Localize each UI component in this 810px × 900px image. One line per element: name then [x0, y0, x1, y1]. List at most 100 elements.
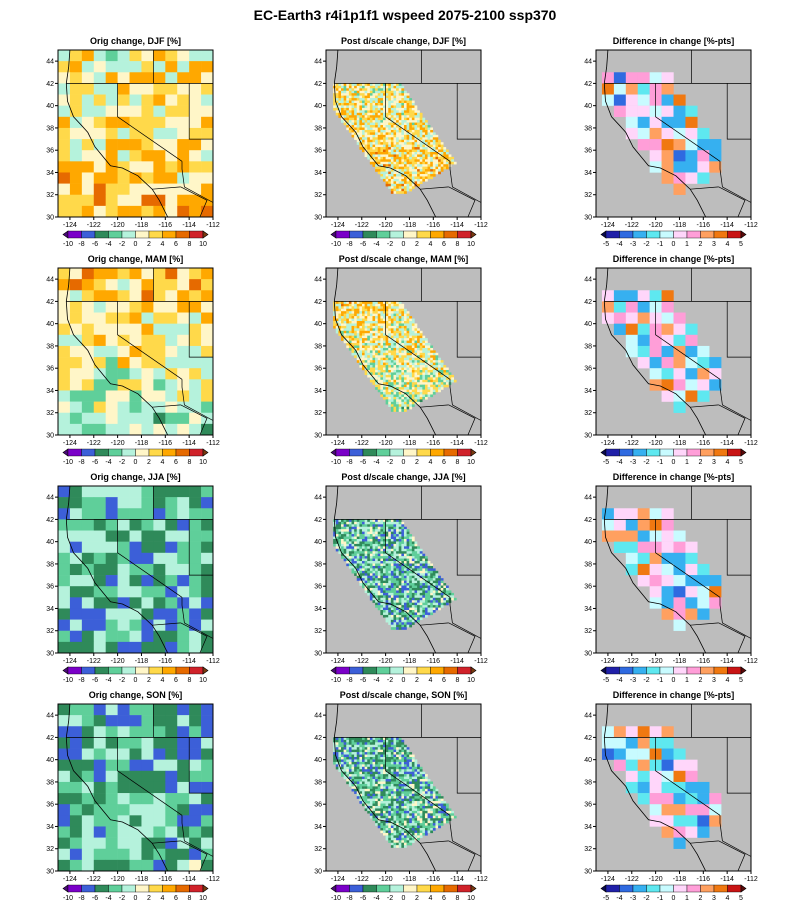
downscaled-cell: [414, 541, 418, 545]
downscaled-cell: [359, 531, 363, 535]
downscaled-cell: [348, 328, 352, 331]
downscaled-cell: [375, 95, 378, 99]
downscaled-cell: [385, 166, 389, 170]
downscaled-cell: [390, 360, 394, 363]
downscaled-cell: [390, 627, 394, 630]
downscaled-cell: [335, 546, 339, 549]
downscaled-cell: [424, 379, 428, 383]
downscaled-cell: [401, 524, 405, 527]
downscaled-cell: [409, 171, 413, 175]
downscaled-cell: [390, 88, 394, 91]
downscaled-cell: [403, 159, 407, 162]
downscaled-cell: [398, 369, 402, 373]
downscaled-cell: [367, 325, 371, 329]
downscaled-cell: [417, 112, 420, 116]
grid-cell: [129, 301, 142, 313]
downscaled-cell: [338, 541, 342, 545]
downscaled-cell: [375, 316, 378, 319]
downscaled-cell: [403, 605, 407, 608]
downscaled-cell: [411, 546, 415, 549]
colorbar-tick-label: -2: [119, 241, 125, 248]
downscaled-cell: [406, 151, 410, 155]
downscaled-cell: [403, 132, 407, 136]
downscaled-cell: [367, 578, 371, 581]
downscaled-cell: [348, 127, 352, 131]
downscaled-cell: [419, 374, 423, 378]
downscaled-cell: [396, 369, 399, 373]
downscaled-cell: [401, 367, 405, 371]
downscaled-cell: [388, 580, 392, 584]
downscaled-cell: [346, 308, 350, 312]
downscaled-cell: [380, 345, 384, 349]
downscaled-cell: [427, 127, 431, 131]
downscaled-cell: [346, 563, 350, 567]
downscaled-cell: [401, 183, 405, 187]
downscaled-cell: [398, 558, 402, 562]
downscaled-cell: [354, 303, 357, 307]
downscaled-cell: [432, 350, 436, 354]
difference-cell: [625, 94, 638, 106]
colorbar-under-triangle: [330, 230, 337, 239]
grid-cell: [69, 368, 83, 380]
downscaled-cell: [380, 355, 384, 358]
downscaled-cell: [364, 333, 368, 336]
colorbar-tick-label: 4: [161, 459, 165, 466]
downscaled-cell: [401, 156, 405, 160]
downscaled-cell: [346, 120, 350, 123]
downscaled-cell: [419, 372, 423, 376]
downscaled-cell: [430, 350, 434, 354]
downscaled-cell: [419, 181, 423, 185]
downscaled-cell: [406, 592, 410, 596]
downscaled-cell: [393, 174, 397, 177]
downscaled-cell: [367, 335, 371, 339]
grid-cell: [69, 508, 83, 520]
downscaled-cell: [393, 156, 397, 160]
downscaled-cell: [440, 147, 444, 150]
downscaled-cell: [364, 372, 368, 376]
downscaled-cell: [380, 538, 384, 542]
downscaled-cell: [406, 597, 410, 601]
downscaled-cell: [359, 330, 363, 334]
x-tick-label: -122: [625, 222, 639, 229]
downscaled-cell: [354, 112, 357, 116]
downscaled-cell: [390, 600, 394, 603]
downscaled-cell: [367, 127, 371, 131]
downscaled-cell: [424, 159, 428, 162]
downscaled-cell: [430, 372, 434, 376]
grid-cell: [117, 519, 130, 531]
grid-cell: [165, 323, 178, 336]
downscaled-cell: [364, 328, 368, 331]
downscaled-cell: [369, 546, 373, 549]
grid-cell: [105, 552, 118, 565]
grid-cell: [153, 61, 166, 73]
downscaled-cell: [380, 85, 384, 89]
downscaled-cell: [364, 137, 368, 140]
downscaled-cell: [393, 311, 397, 314]
downscaled-cell: [396, 534, 399, 537]
downscaled-cell: [343, 338, 347, 341]
downscaled-cell: [346, 112, 350, 116]
downscaled-cell: [401, 100, 405, 104]
downscaled-cell: [435, 149, 439, 153]
downscaled-cell: [382, 333, 386, 336]
grid-cell: [177, 183, 190, 196]
grid-cell: [105, 312, 118, 324]
downscaled-cell: [346, 110, 350, 113]
grid-cell: [69, 312, 83, 324]
downscaled-cell: [414, 396, 418, 400]
downscaled-cell: [403, 529, 407, 532]
grid-cell: [153, 161, 166, 173]
grid-cell: [93, 116, 106, 129]
downscaled-cell: [375, 360, 378, 363]
downscaled-cell: [424, 161, 428, 165]
downscaled-cell: [341, 524, 344, 527]
downscaled-cell: [356, 107, 360, 111]
downscaled-cell: [422, 134, 426, 138]
downscaled-cell: [398, 382, 402, 385]
downscaled-cell: [393, 575, 397, 579]
difference-cell: [625, 345, 638, 358]
downscaled-cell: [435, 164, 439, 167]
downscaled-cell: [377, 313, 381, 317]
downscaled-cell: [443, 365, 447, 368]
downscaled-cell: [385, 90, 389, 94]
